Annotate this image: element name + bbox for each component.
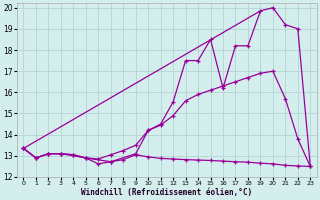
X-axis label: Windchill (Refroidissement éolien,°C): Windchill (Refroidissement éolien,°C) [81,188,252,197]
